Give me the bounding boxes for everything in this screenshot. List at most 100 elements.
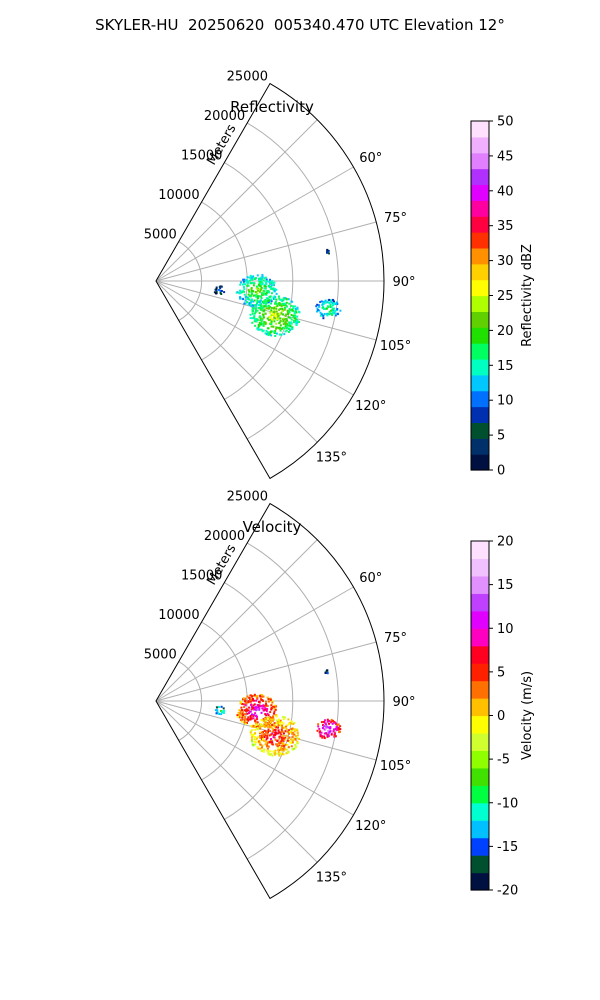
echo-pixel <box>249 317 252 320</box>
echo-pixel <box>259 747 262 750</box>
echo-pixel <box>252 717 255 720</box>
colorbar-swatch <box>471 327 489 344</box>
azimuth-gridline <box>155 700 318 863</box>
echo-pixel <box>242 697 245 700</box>
echo-pixel <box>279 724 282 727</box>
echo-pixel <box>271 280 274 283</box>
echo-pixel <box>276 732 279 735</box>
echo-pixel <box>268 720 271 723</box>
echo-pixel <box>273 705 276 708</box>
echo-pixel <box>323 725 326 727</box>
echo-pixel <box>264 323 267 326</box>
echo-pixel <box>265 293 268 296</box>
echo-pixel <box>330 718 333 721</box>
echo-pixel <box>250 736 253 739</box>
echo-pixel <box>250 738 253 741</box>
colorbar-swatch <box>471 454 489 471</box>
echo-pixel <box>280 752 283 755</box>
echo-pixel <box>261 283 264 286</box>
echo-pixel <box>319 311 322 314</box>
echo-pixel <box>251 713 253 716</box>
echo-pixel <box>321 726 324 729</box>
echo-pixel <box>243 302 246 305</box>
echo-pixel <box>262 708 265 711</box>
echo-pixel <box>264 734 267 737</box>
echo-pixel <box>260 711 263 714</box>
echo-pixel <box>265 302 268 305</box>
echo-pixel <box>320 731 323 734</box>
echo-pixel <box>219 290 222 292</box>
echo-pixel <box>258 708 261 711</box>
echo-pixel <box>266 716 269 719</box>
echo-pixel <box>247 298 250 301</box>
echo-pixel <box>259 319 262 322</box>
echo-pixel <box>270 704 273 707</box>
echo-pixel <box>247 293 250 296</box>
echo-pixel <box>270 300 273 303</box>
echo-pixel <box>270 309 273 312</box>
echo-pixel <box>247 716 250 719</box>
echo-pixel <box>319 314 322 317</box>
echo-pixel <box>265 714 268 717</box>
echo-pixel <box>253 693 256 696</box>
echo-pixel <box>273 728 276 731</box>
echo-pixel <box>213 291 216 294</box>
colorbar-swatch <box>471 855 489 874</box>
echo-pixel <box>277 295 280 298</box>
echo-pixel <box>273 753 276 756</box>
echo-pixel <box>258 301 261 303</box>
echo-pixel <box>220 713 223 716</box>
echo-pixel <box>259 731 262 734</box>
echo-pixel <box>288 722 291 725</box>
colorbar-swatch <box>471 732 489 751</box>
echo-pixel <box>261 707 264 710</box>
echo-pixel <box>276 326 279 329</box>
echo-pixel <box>256 704 259 706</box>
colorbar-swatch <box>471 575 489 594</box>
echo-pixel <box>255 737 258 740</box>
echo-pixel <box>259 734 261 737</box>
echo-pixel <box>250 288 253 290</box>
echo-pixel <box>244 704 247 707</box>
echo-pixel <box>258 306 260 309</box>
echo-pixel <box>258 279 261 281</box>
echo-pixel <box>263 287 266 290</box>
echo-pixel <box>268 284 270 287</box>
colorbar-swatch <box>471 645 489 664</box>
echo-pixel <box>271 313 274 316</box>
echo-pixel <box>316 307 319 310</box>
echo-pixel <box>217 712 220 715</box>
echo-pixel <box>265 745 268 748</box>
echo-pixel <box>243 278 246 281</box>
echo-pixel <box>271 741 274 744</box>
echo-pixel <box>265 300 268 303</box>
echo-pixel <box>284 325 287 328</box>
colorbar-swatch <box>471 680 489 699</box>
figure-title: SKYLER-HU 20250620 005340.470 UTC Elevat… <box>95 16 505 34</box>
echo-pixel <box>267 729 270 731</box>
echo-pixel <box>280 728 283 731</box>
echo-pixel <box>297 310 300 313</box>
echo-pixel <box>280 721 283 724</box>
echo-pixel <box>296 308 299 311</box>
echo-pixel <box>296 736 299 739</box>
echo-pixel <box>279 731 281 734</box>
echo-pixel <box>273 722 276 725</box>
echo-pixel <box>256 274 259 277</box>
echo-pixel <box>252 294 255 297</box>
echo-pixel <box>278 749 281 752</box>
echo-pixel <box>267 718 270 721</box>
echo-pixel <box>273 752 276 755</box>
echo-pixel <box>273 725 276 728</box>
echo-pixel <box>239 709 242 712</box>
echo-pixel <box>260 305 263 308</box>
echo-pixel <box>290 731 293 734</box>
echo-pixel <box>323 307 325 310</box>
echo-pixel <box>248 712 250 714</box>
echo-pixel <box>267 316 270 319</box>
echo-pixel <box>270 284 273 287</box>
echo-pixel <box>270 320 273 323</box>
echo-pixel <box>270 708 273 711</box>
echo-pixel <box>331 312 334 315</box>
colorbar-swatch <box>471 136 489 154</box>
